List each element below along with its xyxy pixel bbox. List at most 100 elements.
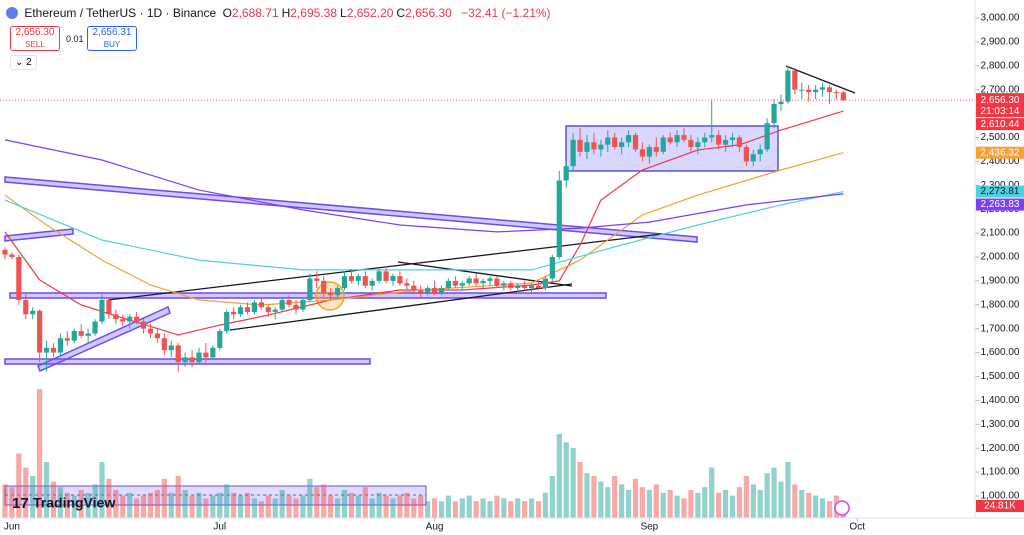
volume-bar <box>709 467 715 518</box>
volume-bar <box>99 462 105 518</box>
x-tick-label: Oct <box>849 522 865 533</box>
alert-icon[interactable] <box>834 500 850 516</box>
candle-body <box>646 147 652 157</box>
volume-bar <box>522 501 528 518</box>
y-tick-label: 1,900.00 <box>981 276 1020 287</box>
volume-bar <box>43 462 50 518</box>
volume-bar <box>348 492 355 518</box>
y-tick-label: 1,700.00 <box>981 323 1020 334</box>
candle-body <box>425 288 431 293</box>
candle-body <box>383 271 389 281</box>
ma-tag <box>976 118 1024 131</box>
candle-body <box>362 276 368 286</box>
volume-bar <box>674 495 680 518</box>
candle-body <box>778 101 784 105</box>
volume-bar <box>445 495 452 518</box>
channel-band <box>4 228 74 242</box>
candle-body <box>826 87 833 93</box>
candle-body <box>348 276 355 281</box>
volume-bar <box>189 495 195 518</box>
candle-body <box>251 302 258 312</box>
volume-bar <box>106 478 112 518</box>
volume-bar <box>161 478 167 518</box>
volume-bar <box>632 478 639 518</box>
sell-button[interactable]: 2,656.30 SELL <box>10 26 60 51</box>
candle-body <box>799 89 805 91</box>
volume-bar <box>792 484 798 518</box>
volume-bar <box>314 487 320 518</box>
candle-body <box>639 149 646 157</box>
candle-body <box>334 288 341 296</box>
ohlc-key: L <box>340 6 347 20</box>
volume-bar <box>203 498 209 518</box>
candle-body <box>92 321 98 334</box>
candle-body <box>307 278 313 301</box>
volume-bar <box>355 495 361 518</box>
candle-body <box>501 283 507 286</box>
volume-bar <box>501 498 507 518</box>
volume-bar <box>37 389 43 518</box>
y-tick-label: 1,800.00 <box>981 299 1020 310</box>
volume-bar <box>508 501 514 518</box>
volume-bar <box>224 484 230 518</box>
volume-bar <box>681 498 687 518</box>
ma-tag-label: 2,436.32 <box>981 147 1020 158</box>
trend-line <box>229 283 573 331</box>
candle-body <box>750 154 756 162</box>
y-tick-label: 1,400.00 <box>981 395 1020 406</box>
volume-bar <box>771 467 777 518</box>
candle-body <box>785 70 791 102</box>
volume-bar <box>799 490 805 518</box>
change: −32.41 (−1.21%) <box>461 6 551 20</box>
candle-body <box>78 331 84 336</box>
drawings <box>4 65 856 506</box>
volume-bar <box>577 462 583 518</box>
candle-body <box>231 311 237 315</box>
indicator-toggle[interactable]: ⌄ 2 <box>10 55 37 70</box>
candle-body <box>632 135 639 150</box>
volume-bar <box>168 492 174 518</box>
candle-body <box>591 142 597 150</box>
candle-body <box>64 338 70 341</box>
volume-bar <box>819 498 826 518</box>
candle-body <box>619 142 625 148</box>
volume-bar <box>667 490 673 518</box>
highlight-circle <box>315 281 345 311</box>
candle-body <box>722 139 729 145</box>
candle-body <box>189 357 195 363</box>
volume-bar <box>473 501 479 518</box>
x-tick-label: Sep <box>640 522 658 533</box>
logo-text: TradingView <box>33 495 115 511</box>
volume-bar <box>411 498 417 518</box>
volume-bar <box>78 490 84 518</box>
candle-body <box>134 316 140 322</box>
volume-bar <box>639 487 646 518</box>
buy-button[interactable]: 2,656.31 BUY <box>87 26 137 51</box>
volume-bar <box>404 492 410 518</box>
volume-bar <box>598 481 604 518</box>
symbol: Ethereum / TetherUS · 1D · Binance <box>24 6 217 20</box>
candle-body <box>556 180 562 257</box>
candle-body <box>50 347 57 353</box>
candle-body <box>667 137 673 143</box>
volume-bar <box>549 476 555 518</box>
candle-body <box>542 278 549 289</box>
volume-bar <box>127 492 133 518</box>
candle-body <box>813 89 819 93</box>
volume-bar <box>383 495 389 518</box>
candle-body <box>688 139 694 148</box>
candle-body <box>376 271 382 281</box>
volume-bar <box>57 487 64 518</box>
candle-body <box>99 300 105 322</box>
candle-body <box>265 307 271 312</box>
volume-bar <box>64 492 70 518</box>
close-tag <box>976 93 1024 118</box>
trend-line <box>107 233 663 301</box>
candle-body <box>494 278 500 286</box>
volume-bar <box>542 492 549 518</box>
volume-bar <box>515 498 521 518</box>
candle-body <box>819 87 826 90</box>
volume-bar <box>591 476 597 518</box>
trend-line <box>785 65 856 94</box>
